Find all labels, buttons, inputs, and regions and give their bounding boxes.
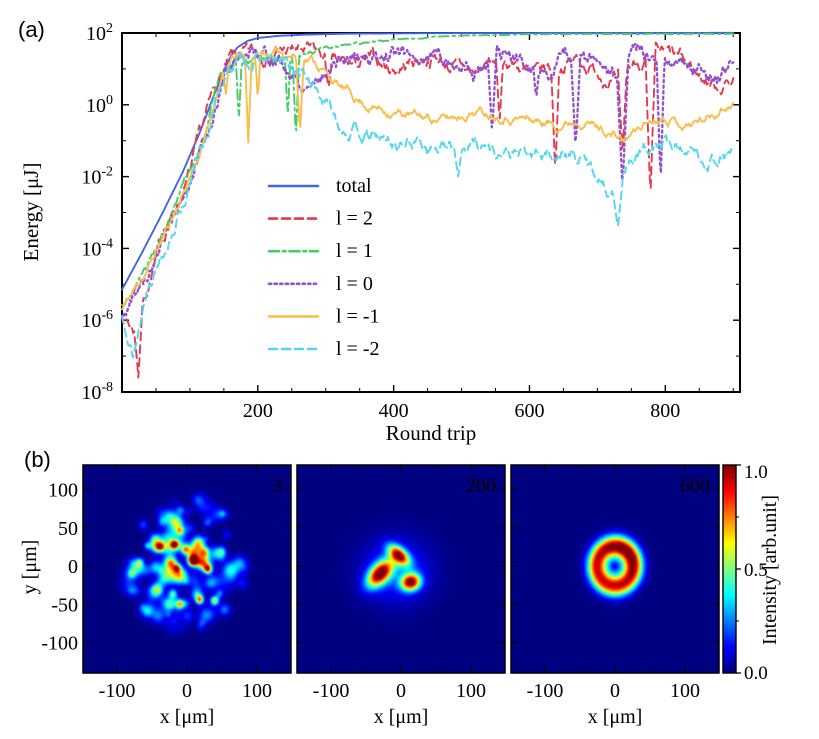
map-x-axis-title: x [μm]	[374, 706, 429, 728]
x-tick-label: 600	[514, 400, 544, 422]
panel-b-label: (b)	[24, 447, 51, 472]
x-tick-label: 400	[379, 400, 409, 422]
y-tick-label: 10-2	[81, 165, 113, 189]
map-y-tick-label: 0	[68, 556, 78, 578]
map-y-tick-label: -50	[51, 594, 78, 616]
intensity-map-roundtrip-200	[297, 465, 505, 673]
map-x-tick-label: 0	[182, 680, 192, 702]
map-x-axis-title: x [μm]	[160, 706, 215, 728]
map-x-tick-label: 0	[610, 680, 620, 702]
colorbar-tick-label: 0.5	[744, 560, 768, 581]
map-x-tick-label: -100	[99, 680, 136, 702]
intensity-map-roundtrip-3	[83, 465, 291, 673]
legend-label: l = 2	[336, 208, 373, 230]
legend-label: total	[336, 175, 372, 197]
legend-label: l = 0	[336, 273, 373, 295]
map-x-axis-title: x [μm]	[588, 706, 643, 728]
map-x-tick-label: 100	[242, 680, 272, 702]
series-l=0	[121, 43, 735, 320]
x-tick-label: 200	[243, 400, 273, 422]
map-x-tick-label: -100	[527, 680, 564, 702]
map-x-tick-label: 100	[670, 680, 700, 702]
maps-y-axis-title: y [μm]	[19, 540, 41, 595]
panel-a-label: (a)	[18, 17, 45, 42]
map-y-tick-label: -100	[41, 633, 78, 655]
series-l=-1	[121, 45, 735, 311]
y-tick-label: 102	[86, 21, 113, 45]
colorbar-tick-label: 1.0	[744, 462, 768, 483]
y-tick-label: 10-6	[81, 308, 113, 332]
map-x-tick-label: -100	[313, 680, 350, 702]
x-axis-title: Round trip	[386, 421, 476, 445]
map-x-tick-label: 0	[396, 680, 406, 702]
colorbar-tick-label: 0.0	[744, 663, 768, 684]
legend-label: l = -2	[336, 338, 380, 360]
map-y-tick-label: 100	[48, 480, 78, 502]
y-axis-title: Energy [μJ]	[19, 163, 43, 262]
map-x-tick-label: 100	[456, 680, 486, 702]
legend: total l = 2 l = 1 l = 0 l = -1 l = -2	[267, 175, 380, 360]
map-y-tick-label: 50	[58, 518, 78, 540]
legend-label: l = 1	[336, 240, 373, 262]
colorbar-title: Intensity [arb.unit]	[759, 495, 781, 645]
legend-label: l = -1	[336, 305, 380, 327]
energy-plot-axes: 200 400 600 800 102 100 10-2 10-4 10-6 10-8	[81, 21, 741, 422]
series-l=1	[121, 32, 735, 307]
series-total	[121, 31, 735, 291]
intensity-map-roundtrip-600	[511, 465, 719, 673]
y-tick-label: 100	[86, 93, 113, 117]
y-tick-label: 10-8	[81, 380, 113, 404]
plot-frame	[121, 32, 741, 393]
x-tick-label: 800	[650, 400, 680, 422]
colorbar-gradient	[723, 465, 736, 673]
energy-plot-series	[121, 31, 735, 379]
series-l=2	[121, 40, 735, 379]
series-l=-2	[121, 51, 735, 359]
y-tick-label: 10-4	[81, 236, 113, 260]
